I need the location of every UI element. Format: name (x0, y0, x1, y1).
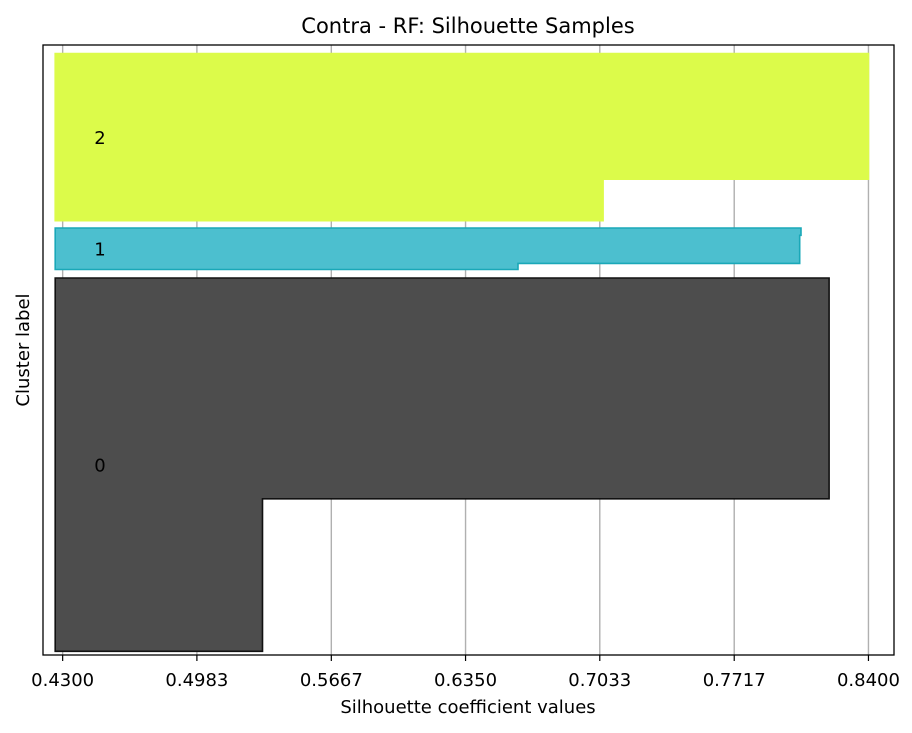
x-tick-label-3: 0.6350 (434, 670, 497, 691)
x-tick-label-1: 0.4983 (165, 670, 228, 691)
cluster-label-2: 2 (94, 128, 105, 149)
cluster-label-0: 0 (94, 456, 105, 477)
x-tick-label-6: 0.8400 (837, 670, 900, 691)
x-tick-label-4: 0.7033 (568, 670, 631, 691)
x-tick-label-2: 0.5667 (300, 670, 363, 691)
plot-frame (42, 44, 895, 656)
cluster-1-silhouette (54, 227, 802, 271)
x-tick-label-5: 0.7717 (703, 670, 766, 691)
cluster-0-silhouette (54, 277, 830, 653)
cluster-labels: 0 1 2 (94, 128, 105, 477)
cluster-bars (54, 52, 870, 653)
x-axis-ticks: 0.4300 0.4983 0.5667 0.6350 0.7033 0.7717 0.84… (31, 655, 900, 691)
y-axis-label: Cluster label (13, 293, 34, 406)
chart-title: Contra - RF: Silhouette Samples (301, 14, 634, 38)
cluster-2-silhouette (54, 52, 870, 222)
cluster-label-1: 1 (94, 240, 105, 261)
x-tick-label-0: 0.4300 (31, 670, 94, 691)
x-axis-label: Silhouette coefficient values (340, 697, 595, 718)
